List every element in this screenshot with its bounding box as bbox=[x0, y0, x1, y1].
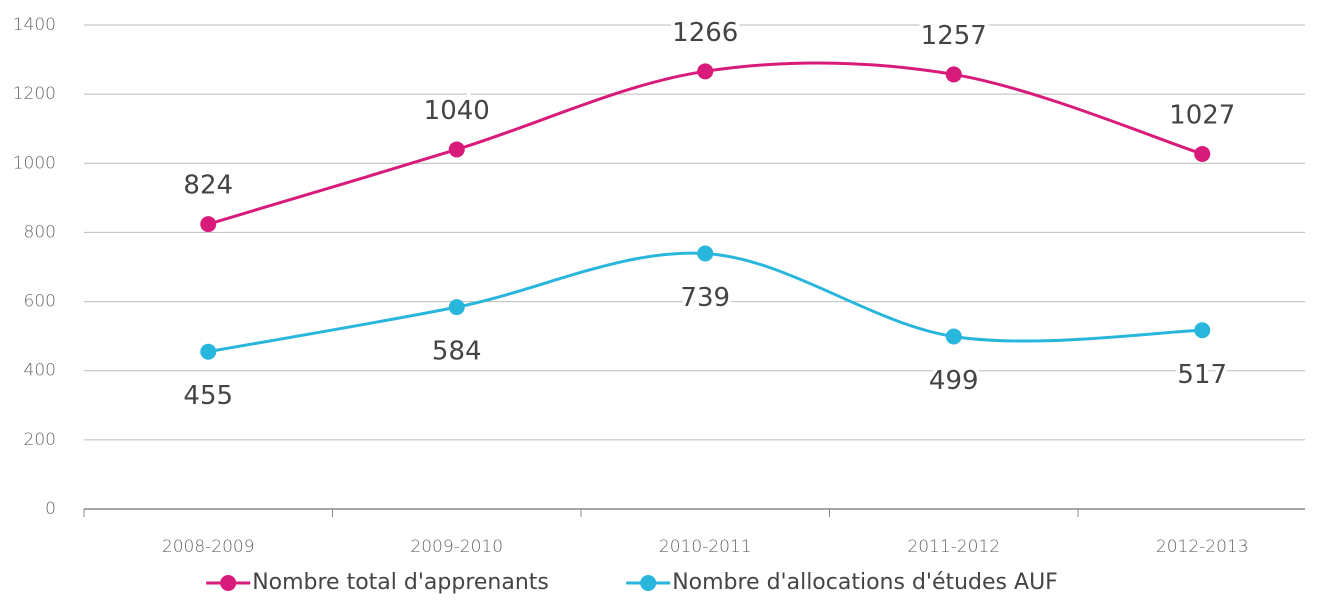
data-label: 517 bbox=[1177, 360, 1227, 390]
data-label: 824 bbox=[183, 171, 233, 201]
legend-label: Nombre total d'apprenants bbox=[252, 570, 549, 595]
data-label: 455 bbox=[183, 381, 233, 411]
data-point bbox=[1194, 145, 1211, 162]
data-label: 1027 bbox=[1169, 100, 1235, 130]
data-point bbox=[945, 328, 962, 345]
x-tick-label: 2011-2012 bbox=[907, 537, 1000, 557]
y-tick-label: 1200 bbox=[13, 84, 56, 104]
x-tick-label: 2012-2013 bbox=[1156, 537, 1249, 557]
series-line bbox=[207, 61, 1203, 226]
legend-marker bbox=[640, 575, 657, 591]
y-tick-label: 600 bbox=[24, 292, 56, 312]
data-label: 1257 bbox=[921, 21, 987, 51]
data-point bbox=[200, 343, 217, 360]
y-tick-label: 1400 bbox=[13, 15, 56, 35]
data-point bbox=[697, 63, 714, 80]
y-tick-label: 1000 bbox=[13, 153, 56, 173]
y-tick-label: 800 bbox=[24, 222, 56, 242]
data-point bbox=[697, 245, 714, 262]
data-point bbox=[1194, 322, 1211, 339]
data-label: 584 bbox=[432, 337, 482, 367]
data-point bbox=[448, 299, 465, 316]
data-point bbox=[200, 216, 217, 233]
legend-label: Nombre d'allocations d'études AUF bbox=[672, 570, 1058, 595]
data-label: 499 bbox=[929, 366, 979, 396]
data-point bbox=[448, 141, 465, 158]
x-tick-label: 2009-2010 bbox=[410, 537, 503, 557]
y-tick-label: 400 bbox=[24, 361, 56, 381]
data-label: 1040 bbox=[424, 96, 490, 126]
data-point bbox=[945, 66, 962, 83]
data-label: 739 bbox=[680, 283, 730, 313]
data-label: 1266 bbox=[672, 18, 738, 48]
x-tick-label: 2008-2009 bbox=[162, 537, 255, 557]
legend-marker bbox=[220, 575, 237, 591]
y-tick-label: 0 bbox=[45, 499, 56, 519]
x-tick-label: 2010-2011 bbox=[659, 537, 752, 557]
y-tick-label: 200 bbox=[24, 430, 56, 450]
